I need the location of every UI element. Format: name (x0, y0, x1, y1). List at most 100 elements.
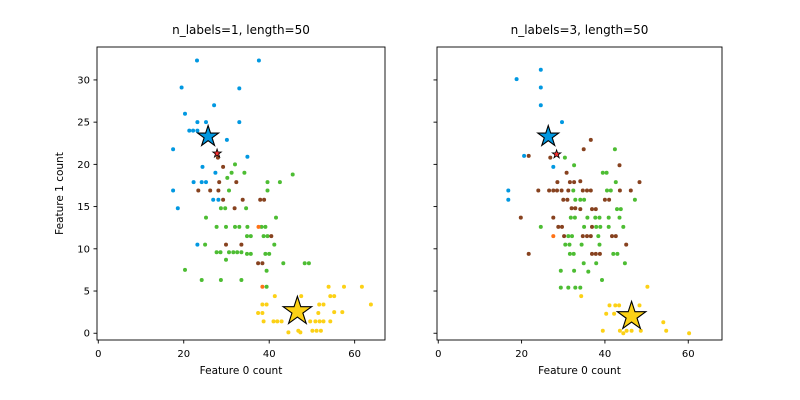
y-tick-label: 10 (77, 244, 90, 255)
data-point-green (572, 215, 577, 220)
data-point-blue (216, 197, 221, 202)
centroid-star-red (211, 147, 223, 159)
x-tick-label: 60 (348, 349, 361, 360)
data-point-orange (260, 284, 265, 289)
subplot-1: 0 20 40 60 n_labels=3, length=50 Feature 0 co… (433, 23, 723, 377)
data-point-brown (580, 188, 585, 193)
data-point-yellow (264, 302, 269, 307)
data-point-green (608, 188, 613, 193)
data-point-green (605, 188, 609, 193)
y-tick-label: 20 (77, 160, 90, 171)
data-point-blue (183, 111, 187, 116)
data-point-green (558, 285, 563, 290)
y-axis-label: Feature 1 count (54, 152, 66, 235)
data-point-blue (237, 86, 242, 91)
data-point-green (594, 224, 599, 229)
data-point-orange (551, 234, 556, 239)
data-point-yellow (328, 294, 333, 299)
data-point-brown (561, 197, 566, 202)
data-point-brown (588, 234, 593, 239)
data-point-blue (171, 147, 176, 152)
x-tick-label: 60 (682, 349, 695, 360)
data-point-blue (213, 170, 218, 175)
y-tick-label: 25 (77, 118, 90, 129)
data-point-yellow (310, 328, 315, 333)
data-point-green (632, 197, 637, 202)
data-point-yellow (260, 302, 265, 307)
data-point-yellow (313, 319, 318, 324)
data-point-green (600, 170, 605, 175)
data-point-green (245, 234, 249, 239)
data-point-blue (195, 128, 200, 133)
data-point-brown (208, 188, 213, 193)
data-point-yellow (256, 311, 261, 315)
data-point-yellow (299, 294, 304, 299)
axes-border (96, 46, 386, 341)
data-point-green (582, 197, 587, 202)
data-point-green (265, 180, 270, 185)
data-point-blue (538, 85, 543, 90)
data-point-yellow (261, 319, 266, 324)
data-point-green (248, 234, 253, 239)
data-point-brown (607, 197, 612, 202)
y-tick-label: 0 (84, 329, 90, 340)
data-point-green (538, 224, 543, 229)
data-point-green (586, 269, 591, 274)
centroid-star-yellow (281, 294, 314, 325)
data-point-yellow (613, 303, 618, 308)
data-point-green (615, 207, 619, 212)
data-point-brown (232, 206, 237, 211)
data-point-yellow (326, 284, 331, 289)
data-point-yellow (624, 328, 629, 333)
data-point-blue (204, 180, 208, 185)
data-point-brown (526, 251, 531, 256)
data-point-brown (590, 251, 594, 256)
data-point-green (612, 147, 617, 152)
data-point-brown (578, 207, 583, 212)
data-point-brown (564, 170, 569, 175)
data-point-green (622, 261, 627, 266)
data-point-yellow (617, 303, 622, 308)
data-point-green (274, 215, 278, 220)
data-point-green (567, 242, 572, 247)
data-point-green (265, 234, 270, 239)
data-point-brown (613, 234, 618, 239)
data-point-yellow (260, 311, 265, 315)
data-point-yellow (298, 330, 303, 335)
data-point-yellow (314, 328, 319, 333)
data-point-brown (628, 188, 633, 193)
data-point-brown (567, 180, 572, 185)
data-point-blue (514, 77, 519, 82)
data-point-blue (212, 103, 217, 108)
data-point-green (245, 251, 249, 256)
data-point-yellow (638, 328, 643, 333)
data-point-brown (234, 180, 239, 185)
data-point-blue (551, 164, 556, 169)
data-point-brown (578, 179, 583, 184)
data-point-blue (187, 128, 192, 133)
data-point-yellow (661, 320, 666, 325)
data-point-blue (538, 103, 543, 108)
data-point-blue (522, 153, 527, 158)
data-point-green (281, 261, 286, 266)
y-tick-label: 15 (77, 202, 90, 213)
data-point-green (290, 172, 295, 177)
data-point-brown (588, 137, 593, 142)
data-point-green (567, 251, 572, 256)
data-point-brown (637, 180, 642, 185)
data-point-yellow (316, 311, 321, 315)
data-point-yellow (275, 319, 280, 324)
data-point-green (264, 284, 269, 289)
data-point-green (600, 278, 604, 282)
data-point-yellow (617, 328, 622, 333)
data-point-brown (560, 224, 564, 229)
data-point-yellow (340, 310, 345, 315)
data-point-brown (555, 188, 559, 193)
data-point-green (214, 224, 219, 229)
x-tick-label: 0 (435, 349, 441, 360)
data-point-green (267, 251, 272, 256)
data-point-blue (211, 197, 216, 202)
data-point-green (598, 224, 603, 229)
data-point-green (248, 251, 253, 256)
data-point-green (199, 278, 204, 282)
